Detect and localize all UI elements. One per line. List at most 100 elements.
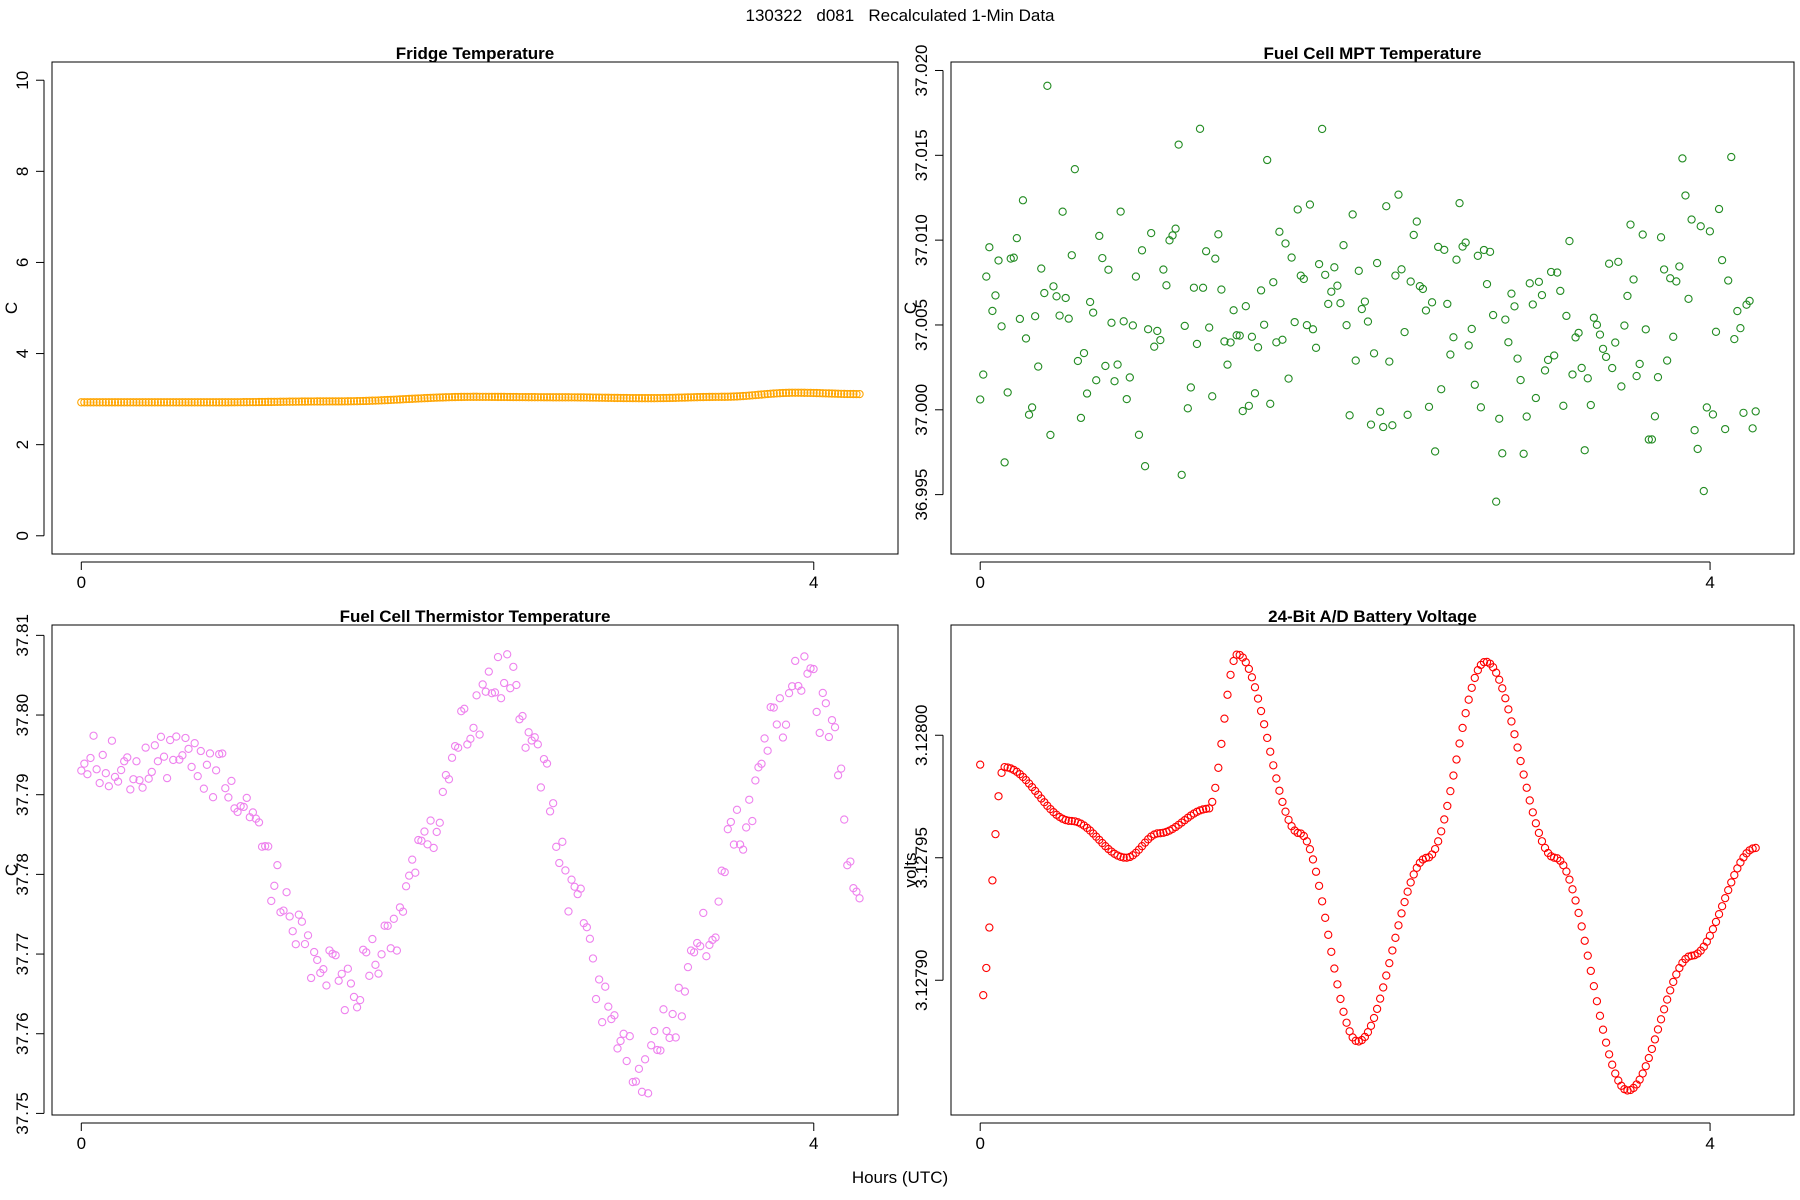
data-point — [1116, 852, 1125, 861]
data-point — [1366, 420, 1376, 429]
data-point — [493, 652, 503, 662]
data-point — [116, 398, 126, 407]
data-point — [1070, 165, 1079, 174]
data-point — [300, 397, 310, 406]
data-point — [1669, 977, 1678, 987]
data-points — [976, 81, 1760, 506]
data-point — [729, 840, 739, 849]
data-point — [1504, 705, 1513, 714]
data-point — [1611, 338, 1620, 347]
data-point — [677, 1012, 686, 1021]
data-point — [1049, 282, 1058, 291]
data-point — [1263, 733, 1272, 743]
data-point — [1510, 302, 1519, 311]
data-point — [123, 753, 132, 762]
data-point — [432, 393, 441, 402]
data-point — [1037, 264, 1046, 273]
data-point — [714, 897, 723, 906]
data-point — [604, 393, 613, 402]
data-point — [1568, 885, 1577, 894]
data-point — [1739, 408, 1748, 417]
data-point — [812, 388, 821, 398]
data-point — [714, 392, 723, 401]
data-point — [1449, 333, 1458, 342]
data-point — [598, 1018, 607, 1027]
data-point — [365, 971, 374, 980]
data-point — [549, 393, 558, 402]
data-point — [699, 908, 708, 918]
data-point — [809, 388, 818, 398]
data-point — [751, 390, 760, 400]
data-point — [1073, 356, 1083, 366]
data-point — [1513, 354, 1522, 363]
data-point — [840, 389, 849, 399]
data-point — [512, 680, 521, 690]
data-point — [656, 1046, 665, 1055]
data-point — [454, 743, 463, 752]
data-point — [454, 392, 463, 402]
data-point — [1226, 670, 1235, 680]
data-point — [1064, 314, 1073, 323]
data-point — [1598, 344, 1608, 354]
data-point — [1214, 230, 1223, 239]
data-point — [1638, 230, 1647, 239]
data-point — [408, 855, 417, 864]
data-point — [518, 711, 527, 721]
data-point — [585, 393, 595, 402]
data-point — [227, 776, 236, 786]
data-point — [812, 707, 821, 717]
data-point — [343, 397, 353, 406]
data-point — [1107, 318, 1116, 327]
data-point — [509, 662, 518, 672]
data-point — [1592, 997, 1602, 1006]
data-point — [83, 398, 92, 407]
data-point — [1443, 801, 1452, 811]
data-point — [184, 398, 193, 407]
data-point — [830, 723, 840, 732]
data-point — [582, 923, 591, 932]
data-point — [1684, 294, 1693, 304]
data-point — [530, 393, 539, 402]
x-tick-label: 4 — [809, 1134, 818, 1153]
data-point — [1150, 342, 1159, 351]
data-point — [77, 398, 86, 407]
data-point — [303, 397, 313, 406]
data-point — [1119, 853, 1128, 862]
panel-fuel-cell-mpt: Fuel Cell MPT Temperature C 36.995 37.000 37… — [901, 44, 1795, 592]
data-point — [1366, 1021, 1376, 1030]
data-point — [1589, 982, 1599, 991]
data-point — [346, 979, 356, 988]
data-point — [1217, 285, 1226, 294]
data-point — [1662, 995, 1672, 1004]
data-point — [450, 392, 460, 402]
data-point — [985, 243, 994, 252]
data-point — [1430, 447, 1440, 456]
data-point — [147, 767, 156, 777]
data-point — [1058, 207, 1067, 216]
data-point — [1208, 797, 1217, 807]
data-point — [748, 816, 757, 826]
data-point — [392, 946, 402, 955]
data-point — [218, 749, 227, 758]
data-point — [1721, 424, 1730, 434]
data-point — [521, 392, 530, 402]
data-point — [625, 393, 634, 403]
data-point — [420, 827, 429, 836]
data-point — [257, 397, 267, 407]
data-point — [1018, 196, 1028, 205]
data-point — [1604, 259, 1614, 268]
data-point — [588, 393, 598, 402]
data-point — [564, 907, 573, 916]
data-point — [1092, 376, 1101, 385]
data-point — [236, 801, 245, 811]
data-point — [1705, 227, 1715, 236]
data-point — [1522, 783, 1531, 792]
data-point — [1721, 893, 1730, 903]
data-point — [1626, 220, 1635, 229]
data-point — [1223, 690, 1232, 699]
data-point — [408, 394, 417, 403]
data-point — [1052, 292, 1061, 301]
data-point — [833, 389, 843, 398]
data-point — [444, 775, 454, 784]
data-point — [745, 795, 754, 804]
